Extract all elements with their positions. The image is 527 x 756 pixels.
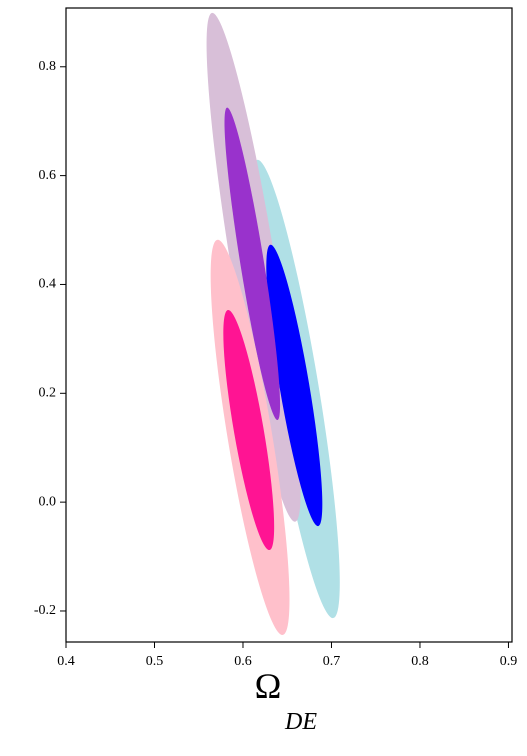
y-tick-label: 0.6: [39, 168, 57, 183]
y-tick-label: 0.0: [39, 494, 57, 509]
x-tick-label: 0.9: [500, 654, 518, 669]
y-tick-label: 0.8: [39, 59, 57, 74]
x-tick-label: 0.4: [57, 654, 75, 669]
plot-frame: [65, 7, 513, 643]
x-axis-label: Ω: [255, 666, 282, 706]
confidence-region: [266, 244, 323, 527]
x-tick-label: 0.5: [146, 654, 164, 669]
x-axis-label-subscript: DE: [284, 709, 317, 735]
x-tick-label: 0.8: [411, 654, 429, 669]
confidence-region: [223, 310, 275, 551]
confidence-region: [224, 107, 281, 420]
x-tick-label: 0.6: [234, 654, 252, 669]
x-tick-label: 0.7: [323, 654, 341, 669]
y-tick-label: -0.2: [34, 603, 56, 618]
y-tick-label: 0.2: [39, 386, 57, 401]
y-tick-label: 0.4: [39, 277, 57, 292]
